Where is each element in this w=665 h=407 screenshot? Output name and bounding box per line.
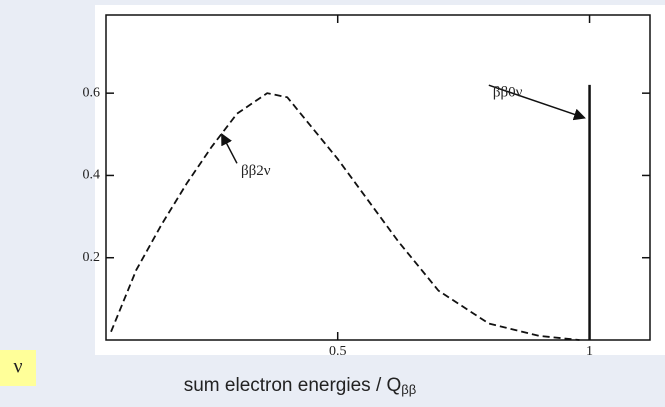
y-tick-label: 0.4 bbox=[83, 168, 101, 183]
annotation-arrow bbox=[221, 132, 238, 164]
x-tick-label: 0.5 bbox=[329, 344, 347, 359]
x-axis-label: sum electron energies / Qββ bbox=[184, 375, 417, 397]
annotation: ββ2ν bbox=[241, 163, 271, 179]
x-tick-label: 1 bbox=[586, 344, 593, 359]
plot-background bbox=[95, 5, 665, 355]
y-tick-label: 0.2 bbox=[83, 250, 101, 265]
y-tick-label: 0.6 bbox=[83, 85, 101, 100]
annotation-arrow bbox=[488, 84, 586, 121]
x-axis-label-text: sum electron energies / Q bbox=[184, 375, 402, 396]
annotation: ββ0ν bbox=[493, 85, 523, 101]
x-axis-label-sub: ββ bbox=[401, 382, 416, 397]
series-line bbox=[110, 92, 580, 341]
plot-frame bbox=[105, 14, 651, 341]
corner-box bbox=[0, 350, 36, 386]
corner-label: ν bbox=[13, 356, 22, 378]
